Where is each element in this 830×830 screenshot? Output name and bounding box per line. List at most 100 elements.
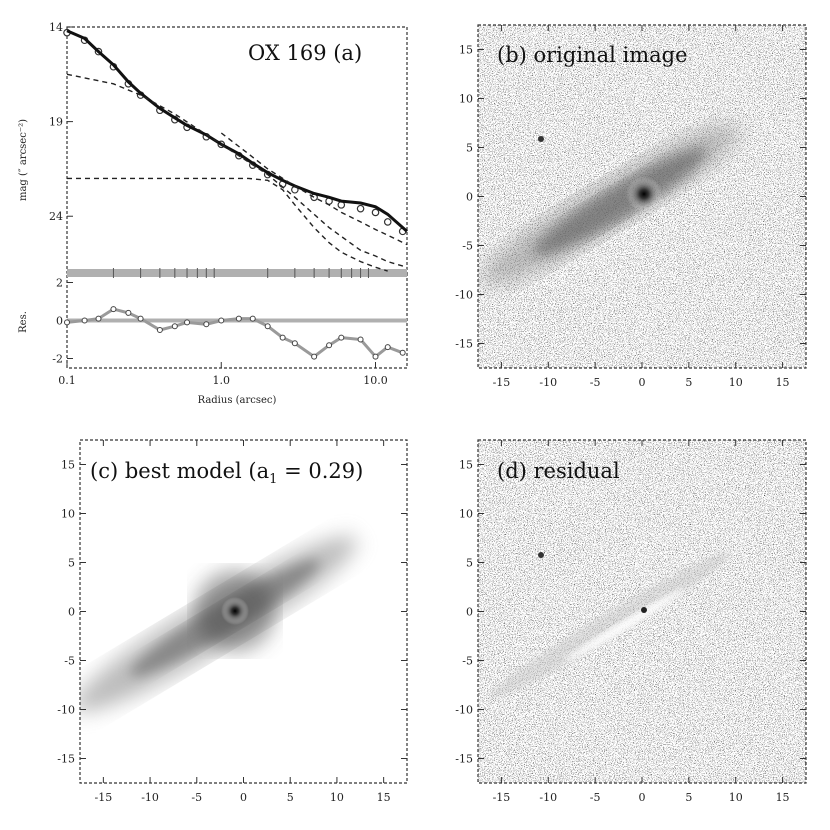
panel-d-residual: (d) residual -15 -10 -5 0 5 10 15151050-5-10-1… xyxy=(455,439,807,804)
residual-point xyxy=(156,327,163,333)
component-curve xyxy=(220,132,408,246)
tick-label: -15 xyxy=(94,791,112,804)
residual-point xyxy=(399,349,406,356)
panel-a-title: OX 169 (a) xyxy=(248,41,362,65)
residual-point xyxy=(311,353,318,360)
tick-label: 14 xyxy=(49,21,63,34)
panel-a-ylabel-bottom: Res. xyxy=(18,311,29,333)
tick-label: 10 xyxy=(330,791,344,804)
residual-point xyxy=(357,336,364,343)
residual-point xyxy=(279,334,286,341)
panel-c-title-subscript: 1 xyxy=(269,472,277,487)
panel-b-ticks: -15 -10 -5 0 5 10 15 15 10 5 0 -5 -10 -15 xyxy=(455,25,806,389)
panel-a-xticks: 0.1 1.0 10.0 xyxy=(58,268,388,387)
tick-label: 15 xyxy=(377,791,391,804)
tick-label: -10 xyxy=(57,704,75,717)
tick-label: 0.1 xyxy=(58,374,76,387)
data-point xyxy=(371,208,380,217)
panel-b-disk xyxy=(533,148,707,256)
residual-point xyxy=(384,344,391,351)
tick-label: -15 xyxy=(57,753,75,766)
residual-point xyxy=(235,315,242,322)
residual-point xyxy=(203,321,210,328)
panel-d-residual-disk xyxy=(489,552,731,698)
tick-label: -5 xyxy=(191,791,202,804)
residual-point xyxy=(125,309,132,316)
tick-label: 10.0 xyxy=(363,374,388,387)
tick-label: 0 xyxy=(466,191,473,204)
residual-point xyxy=(326,342,333,349)
tick-label: 10 xyxy=(729,791,743,804)
tick-label: 15 xyxy=(459,44,473,57)
tick-label: -10 xyxy=(141,791,159,804)
panel-b-nucleus xyxy=(626,176,662,212)
tick-label: 0 xyxy=(639,376,646,389)
tick-label: 15 xyxy=(776,791,790,804)
residual-point xyxy=(95,315,102,322)
tick-label: 0 xyxy=(240,791,247,804)
tick-label: 15 xyxy=(776,376,790,389)
panel-d-title: (d) residual xyxy=(497,459,620,483)
panel-a-xlabel: Radius (arcsec) xyxy=(198,395,277,406)
tick-label: -5 xyxy=(64,655,75,668)
tick-label: -15 xyxy=(493,791,511,804)
component-curve xyxy=(67,177,388,272)
residual-point xyxy=(110,306,117,313)
tick-label: 19 xyxy=(49,116,63,129)
panel-b-star xyxy=(538,136,544,142)
tick-label: 10 xyxy=(459,508,473,521)
tick-label: 5 xyxy=(68,557,75,570)
panel-a-series xyxy=(63,28,408,360)
residual-curve xyxy=(66,307,404,359)
tick-label: -10 xyxy=(455,704,473,717)
residual-point xyxy=(372,353,379,360)
tick-label: 5 xyxy=(466,557,473,570)
panel-a-top-yticks: 14 19 24 xyxy=(49,21,73,223)
panel-c-title: (c) best model (a1 = 0.29) xyxy=(90,459,363,487)
residual-point xyxy=(264,323,271,330)
tick-label: 5 xyxy=(685,791,692,804)
residual-point xyxy=(137,315,144,322)
tick-label: 24 xyxy=(49,210,63,223)
tick-label: 15 xyxy=(459,459,473,472)
tick-label: -10 xyxy=(455,289,473,302)
tick-label: -5 xyxy=(590,376,601,389)
tick-label: 0 xyxy=(56,315,63,328)
panel-c-best-model: (c) best model (a1 = 0.29) -15 -10 -5 0 5 10 1… xyxy=(57,439,408,804)
tick-label: -5 xyxy=(590,791,601,804)
panel-a-surface-brightness-profile: OX 169 (a) 14 19 24 2 0 -2 0.1 1.0 10.0 Radius… xyxy=(18,21,408,406)
tick-label: -2 xyxy=(52,353,63,366)
tick-label: 5 xyxy=(287,791,294,804)
panel-b-original-image: (b) original image -15 -10 -5 0 5 10 15151050-… xyxy=(455,24,807,389)
total-model-curve xyxy=(66,29,408,233)
residual-point xyxy=(249,315,256,322)
tick-label: 1.0 xyxy=(213,374,231,387)
residual-point xyxy=(218,317,225,324)
tick-label: 2 xyxy=(56,277,63,290)
tick-label: 5 xyxy=(685,376,692,389)
component-curve xyxy=(66,73,408,268)
panel-a-separator-band xyxy=(67,269,407,277)
tick-label: -10 xyxy=(539,791,557,804)
residual-point xyxy=(184,319,191,326)
panel-c-title-rest: = 0.29) xyxy=(277,459,363,483)
tick-label: 0 xyxy=(466,606,473,619)
residual-point xyxy=(64,319,70,326)
panel-d-star xyxy=(538,552,544,558)
residual-point xyxy=(338,334,345,341)
panel-a-ylabel-top: mag (″ arcsec⁻²) xyxy=(18,119,29,201)
panel-d-residual-disk-inner xyxy=(564,588,686,662)
panel-c-ticks: -15 -10 -5 0 5 10 15 15 10 5 0 -5 -10 -15 xyxy=(57,440,407,804)
tick-label: 10 xyxy=(459,93,473,106)
tick-label: -15 xyxy=(455,338,473,351)
tick-label: -5 xyxy=(462,240,473,253)
tick-label: 5 xyxy=(466,142,473,155)
tick-label: -5 xyxy=(462,655,473,668)
tick-label: -15 xyxy=(493,376,511,389)
panel-d-ticks: -15 -10 -5 0 5 10 15 15 10 5 0 -5 -10 -15 xyxy=(455,440,806,804)
tick-label: -15 xyxy=(455,753,473,766)
tick-label: 10 xyxy=(61,508,75,521)
residual-point xyxy=(291,340,298,347)
tick-label: -10 xyxy=(539,376,557,389)
